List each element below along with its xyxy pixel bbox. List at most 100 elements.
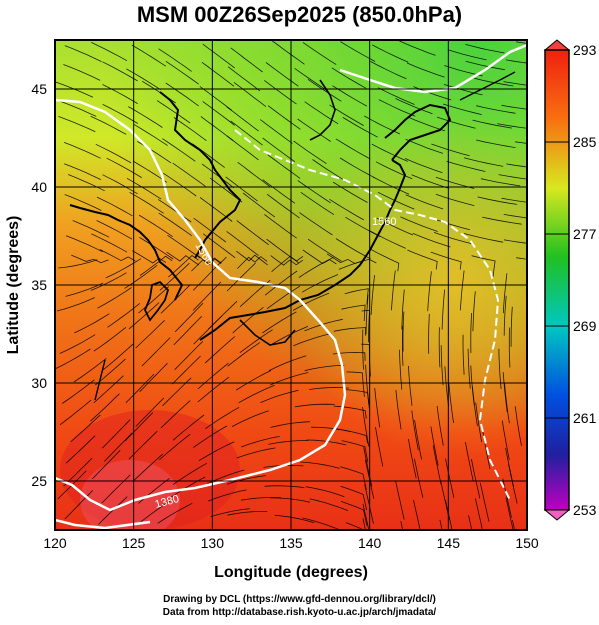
streamline	[63, 142, 101, 159]
streamline	[300, 191, 335, 216]
y-axis-label: Latitude (degrees)	[5, 216, 22, 355]
streamline	[102, 84, 138, 104]
streamline	[227, 511, 268, 516]
streamline	[299, 212, 333, 236]
lat-lon-grid	[55, 40, 527, 530]
streamline	[400, 521, 404, 530]
streamline	[158, 212, 192, 237]
streamline	[124, 412, 154, 442]
streamline	[72, 220, 110, 238]
streamline	[413, 499, 421, 530]
streamline	[242, 192, 276, 218]
latitude-tick-label: 40	[31, 179, 47, 195]
streamline	[207, 489, 247, 502]
streamline	[226, 475, 266, 485]
longitude-tick-label: 130	[201, 535, 225, 551]
streamline	[97, 287, 132, 309]
streamline	[401, 289, 405, 330]
streamline	[502, 478, 512, 518]
streamline	[193, 217, 227, 243]
streamline	[335, 138, 371, 160]
streamline	[404, 158, 443, 174]
streamline	[446, 160, 486, 172]
streamline	[102, 174, 138, 195]
streamline	[463, 233, 504, 243]
streamline	[91, 233, 128, 253]
streamline	[465, 60, 505, 71]
streamline	[329, 198, 364, 221]
streamline	[265, 62, 299, 87]
streamline	[64, 45, 102, 62]
streamline	[172, 162, 206, 187]
streamline	[378, 99, 416, 117]
streamline	[462, 334, 465, 375]
streamline	[302, 42, 337, 65]
streamline	[448, 383, 454, 423]
streamline	[502, 273, 508, 314]
streamline	[365, 294, 369, 335]
colorbar-tick-labels: 293 285 277 269 261 253	[545, 42, 597, 518]
streamline	[428, 313, 430, 354]
streamline	[304, 318, 343, 332]
streamline	[96, 220, 133, 240]
streamline	[197, 362, 229, 390]
streamline	[508, 327, 511, 368]
streamline	[64, 194, 102, 211]
streamline	[516, 41, 527, 44]
streamline	[377, 191, 415, 210]
streamline	[433, 232, 473, 245]
streamline	[225, 176, 258, 202]
longitude-tick-labels: 120 125 130 135 140 145 150	[43, 535, 539, 551]
streamline	[436, 405, 444, 446]
streamline	[362, 518, 366, 530]
streamline	[407, 249, 438, 270]
streamline	[226, 262, 256, 292]
streamline	[441, 289, 445, 330]
streamline	[126, 177, 162, 200]
streamline	[362, 329, 364, 370]
streamline	[395, 480, 405, 520]
streamline	[375, 161, 413, 180]
streamline	[238, 384, 275, 404]
streamline	[292, 292, 330, 311]
streamline	[170, 476, 206, 498]
streamline	[405, 138, 444, 154]
streamline	[135, 397, 165, 427]
streamline	[332, 181, 368, 203]
streamline	[340, 466, 367, 490]
streamline	[476, 139, 516, 148]
streamline	[465, 442, 474, 482]
streamline	[210, 508, 250, 518]
streamline	[471, 255, 496, 277]
colorbar-tick-label: 253	[573, 502, 597, 518]
streamline	[378, 87, 415, 105]
streamline	[65, 435, 96, 464]
streamline	[470, 312, 472, 354]
streamline	[312, 159, 347, 182]
streamline	[63, 64, 101, 81]
streamline	[362, 406, 370, 447]
streamline	[139, 362, 168, 393]
streamline	[341, 440, 369, 463]
streamline	[363, 447, 373, 487]
streamline	[508, 464, 518, 504]
colorbar-max-arrow	[543, 39, 571, 51]
streamline	[472, 386, 478, 427]
streamline	[231, 410, 269, 427]
streamline	[340, 485, 367, 511]
streamline	[480, 178, 521, 187]
streamline	[205, 406, 240, 430]
streamline	[236, 250, 268, 266]
streamline	[262, 179, 296, 204]
streamline	[107, 303, 140, 328]
streamline	[309, 387, 350, 390]
streamline	[98, 496, 128, 525]
streamline	[297, 180, 331, 204]
longitude-tick-label: 150	[515, 535, 539, 551]
streamline	[64, 490, 93, 520]
streamline	[268, 355, 307, 371]
streamline	[70, 414, 101, 443]
streamline	[172, 414, 205, 441]
streamline	[370, 61, 407, 80]
colorbar-tick-label: 293	[573, 42, 597, 58]
